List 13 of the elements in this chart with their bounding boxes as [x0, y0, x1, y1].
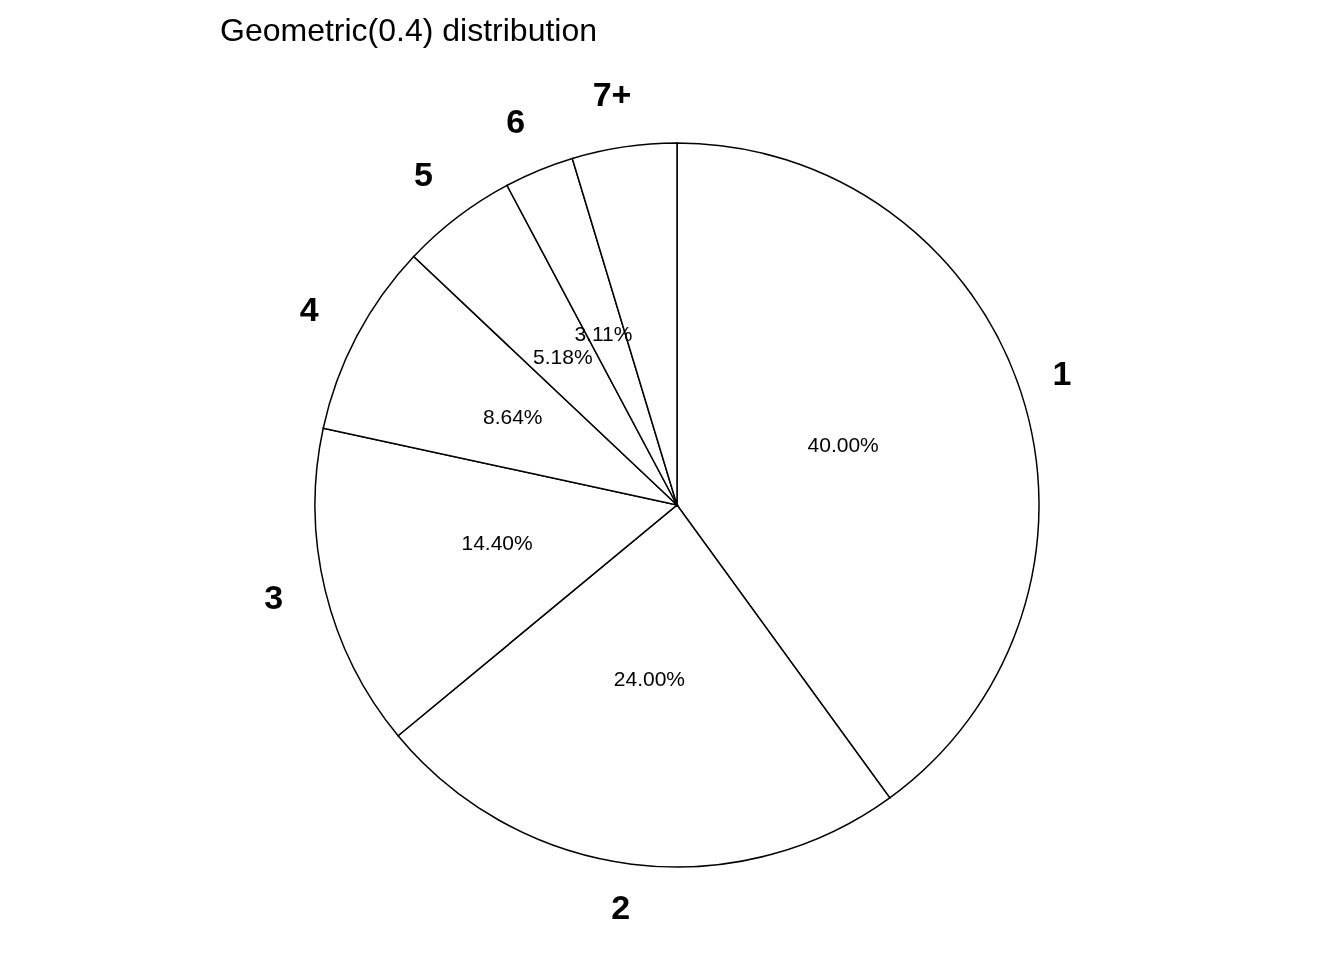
- slice-label: 6: [506, 101, 526, 140]
- data-label: 8.64%: [482, 404, 543, 428]
- data-label: 40.00%: [807, 432, 879, 456]
- data-label: 14.40%: [461, 531, 533, 555]
- slice-label: 4: [299, 289, 319, 328]
- slice-label: 5: [413, 154, 433, 193]
- slice-label: 7+: [592, 75, 632, 114]
- chart-title: Geometric(0.4) distribution: [220, 12, 598, 48]
- data-label: 24.00%: [613, 667, 686, 691]
- slice-label: 1: [1052, 354, 1072, 393]
- slice-label: 3: [264, 577, 284, 616]
- slice-label: 2: [611, 887, 631, 926]
- data-label: 5.18%: [533, 345, 593, 369]
